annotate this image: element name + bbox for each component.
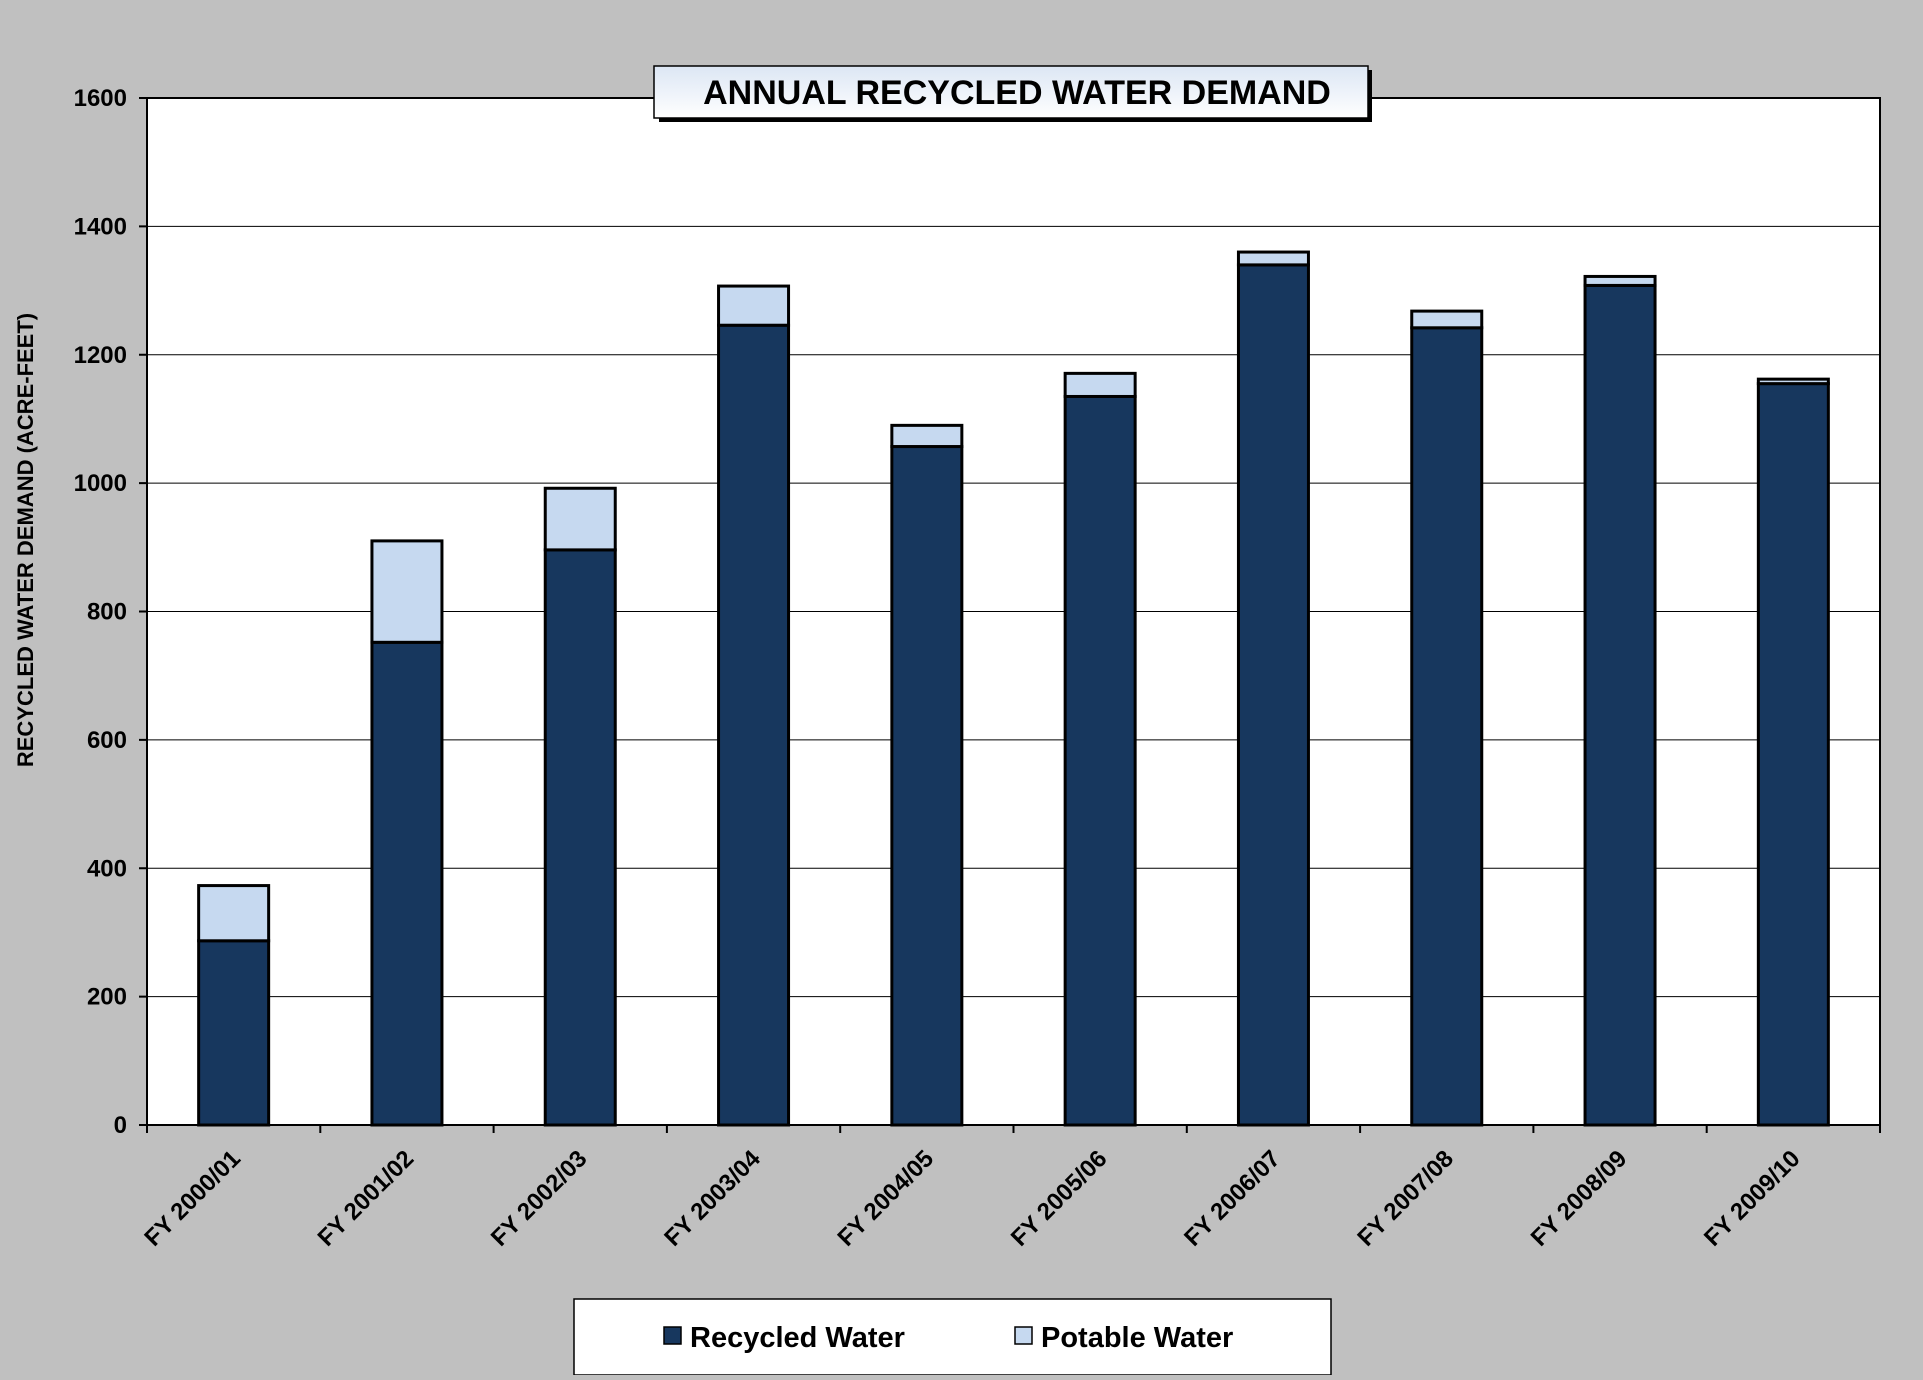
y-tick-label: 200 — [87, 984, 127, 1011]
bar-potable-water — [1410, 309, 1484, 330]
bar-potable-water — [543, 486, 617, 552]
bar-recycled-water — [1063, 394, 1137, 1127]
x-tick-label: FY 2006/07 — [1179, 1145, 1286, 1252]
bar-recycled-water — [1410, 326, 1484, 1127]
bar-recycled-water — [1583, 283, 1657, 1127]
bar-potable-water — [1756, 377, 1830, 386]
bar-potable-water — [197, 884, 271, 943]
bar-potable-water — [1236, 250, 1310, 267]
bar-potable-water — [1583, 274, 1657, 287]
y-tick-label: 1400 — [74, 213, 127, 240]
bar-recycled-water — [543, 548, 617, 1127]
bar-potable-water — [717, 284, 791, 327]
y-tick-label: 600 — [87, 727, 127, 754]
x-tick-label: FY 2007/08 — [1352, 1145, 1459, 1252]
y-axis-title: RECYCLED WATER DEMAND (ACRE-FEET) — [13, 313, 38, 767]
bar-potable-water — [370, 539, 444, 644]
y-tick-label: 1600 — [74, 85, 127, 112]
legend-swatch — [1014, 1326, 1033, 1345]
chart-title-box: ANNUAL RECYCLED WATER DEMAND — [653, 65, 1372, 122]
y-tick-label: 0 — [114, 1112, 127, 1139]
bar-potable-water — [890, 423, 964, 449]
legend-swatch — [663, 1326, 682, 1345]
bar-recycled-water — [370, 640, 444, 1127]
chart-title: ANNUAL RECYCLED WATER DEMAND — [703, 74, 1331, 112]
bar-recycled-water — [717, 323, 791, 1127]
x-tick-label: FY 2002/03 — [486, 1145, 593, 1252]
legend-label: Potable Water — [1041, 1322, 1233, 1354]
x-tick-label: FY 2004/05 — [833, 1145, 940, 1252]
legend-label: Recycled Water — [690, 1322, 905, 1354]
legend: Recycled Water Potable Water — [573, 1298, 1332, 1376]
bar-potable-water — [1063, 371, 1137, 398]
x-tick-label: FY 2005/06 — [1006, 1145, 1113, 1252]
bars — [197, 250, 1830, 1127]
y-tick-label: 1000 — [74, 470, 127, 497]
bar-recycled-water — [1756, 382, 1830, 1127]
x-tick-label: FY 2003/04 — [659, 1145, 766, 1252]
bar-recycled-water — [1236, 263, 1310, 1127]
y-tick-label: 1200 — [74, 342, 127, 369]
y-tick-label: 800 — [87, 599, 127, 626]
x-tick-label: FY 2008/09 — [1526, 1145, 1633, 1252]
x-tick-label: FY 2000/01 — [139, 1145, 246, 1252]
bar-recycled-water — [197, 939, 271, 1127]
x-tick-label: FY 2009/10 — [1699, 1145, 1806, 1252]
bar-recycled-water — [890, 445, 964, 1127]
x-tick-label: FY 2001/02 — [313, 1145, 420, 1252]
y-tick-label: 400 — [87, 855, 127, 882]
